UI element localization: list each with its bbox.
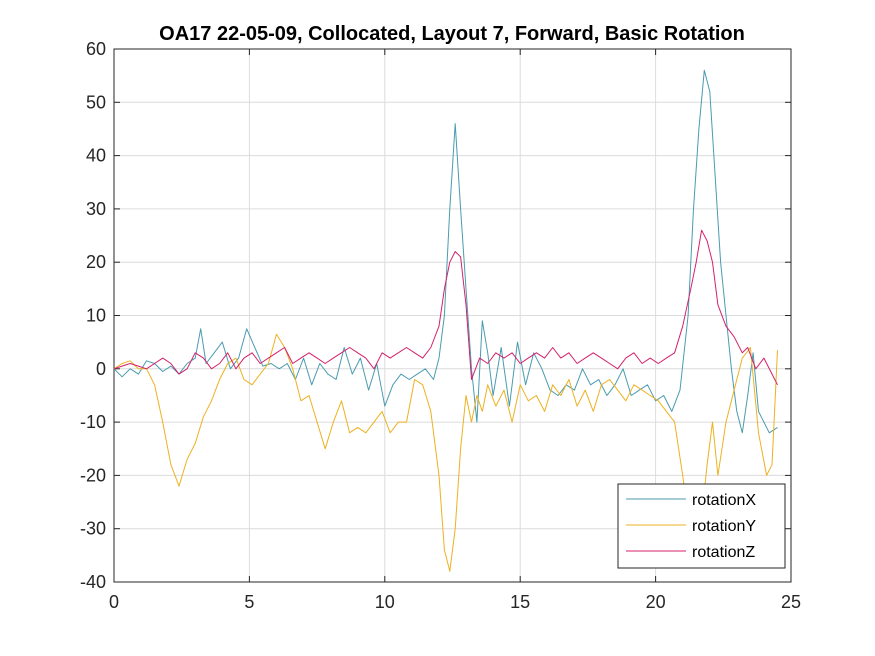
x-tick-label: 10 xyxy=(375,592,395,612)
legend-label-rotationZ: rotationZ xyxy=(692,544,755,561)
y-tick-label: 20 xyxy=(86,252,106,272)
y-tick-label: 30 xyxy=(86,199,106,219)
y-tick-label: -20 xyxy=(80,465,106,485)
x-tick-label: 25 xyxy=(781,592,801,612)
series-line-rotationX xyxy=(113,69,778,434)
series-line-rotationZ xyxy=(113,229,778,386)
axis-ticks: 0 5 10 15 20 25 -40 -30 -20 -10 0 10 20 30 40 50 60 xyxy=(80,39,801,612)
x-tick-label: 20 xyxy=(646,592,666,612)
legend-label-rotationY: rotationY xyxy=(692,518,756,535)
y-tick-label: 50 xyxy=(86,92,106,112)
y-tick-label: 10 xyxy=(86,306,106,326)
legend: rotationX rotationY rotationZ xyxy=(617,483,786,569)
legend-label-rotationX: rotationX xyxy=(692,492,756,509)
x-tick-label: 5 xyxy=(244,592,254,612)
y-tick-label: 60 xyxy=(86,39,106,59)
y-tick-label: 40 xyxy=(86,146,106,166)
y-tick-label: 0 xyxy=(96,359,106,379)
chart-title: OA17 22-05-09, Collocated, Layout 7, For… xyxy=(159,23,745,45)
x-tick-label: 0 xyxy=(109,592,119,612)
y-tick-label: -40 xyxy=(80,572,106,592)
series-lines xyxy=(113,69,778,572)
y-tick-label: -30 xyxy=(80,519,106,539)
legend-box xyxy=(617,483,786,569)
x-tick-label: 15 xyxy=(510,592,530,612)
y-tick-label: -10 xyxy=(80,412,106,432)
